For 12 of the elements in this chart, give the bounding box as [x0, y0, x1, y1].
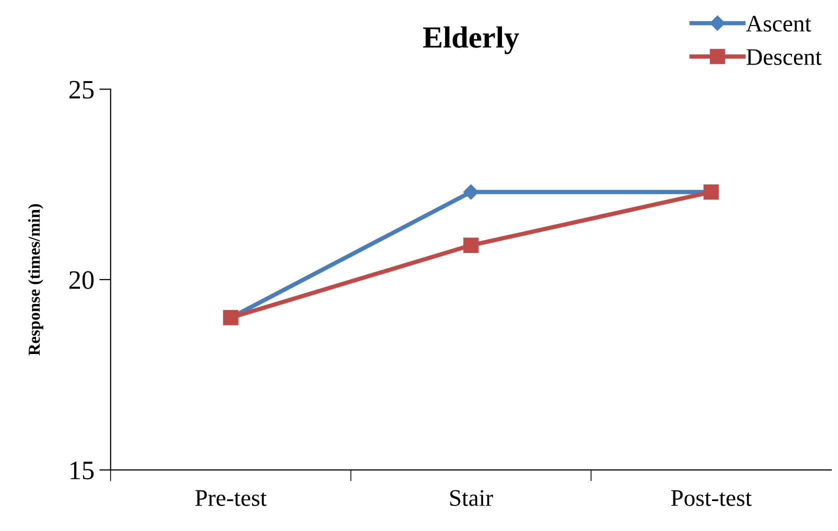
point — [463, 238, 479, 253]
y-tick-label: 15 — [70, 462, 94, 480]
y-tick-label: 25 — [69, 80, 94, 99]
legend-label: Ascent — [746, 16, 812, 32]
x-tick-label: Post-test — [671, 490, 752, 506]
x-tick-label: Pre-test — [195, 490, 267, 506]
point — [463, 184, 479, 200]
chart-title: Elderly — [423, 26, 520, 54]
y-tick-label: 20 — [69, 271, 94, 289]
legend-label: Descent — [746, 49, 822, 66]
x-tick-label: Stair — [450, 490, 494, 506]
y-axis-title: Response (times/min) — [28, 204, 44, 356]
